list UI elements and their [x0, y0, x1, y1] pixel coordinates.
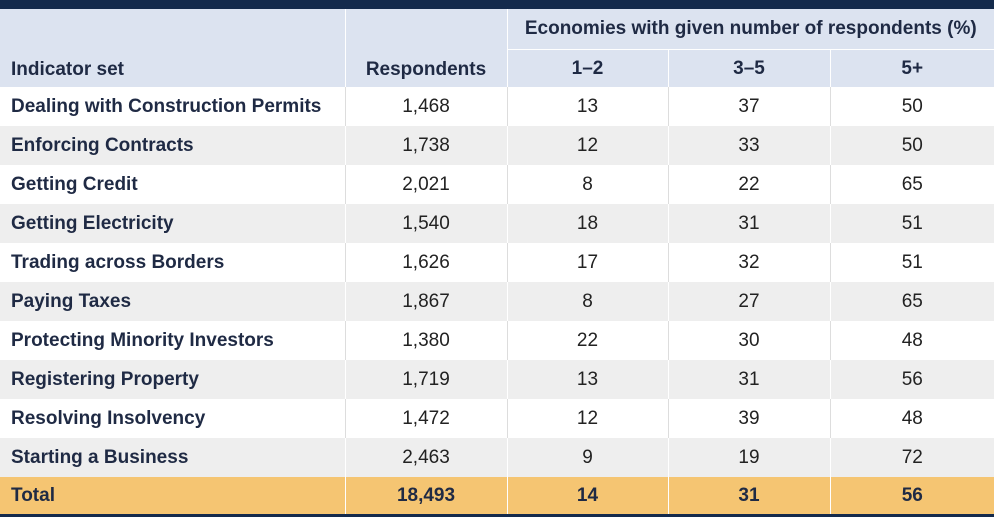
table-header: Indicator set Respondents Economies with… [0, 9, 994, 87]
indicator-cell: Registering Property [0, 360, 345, 399]
pct-1-2-cell: 9 [506, 438, 668, 477]
table-row: Registering Property 1,719 13 31 56 [0, 360, 994, 399]
pct-3-5-cell: 33 [667, 126, 830, 165]
pct-3-5-cell: 19 [667, 438, 830, 477]
pct-1-2-cell: 13 [506, 360, 668, 399]
indicator-cell: Resolving Insolvency [0, 399, 345, 438]
pct-5-plus-cell: 48 [829, 321, 994, 360]
table-row: Starting a Business 2,463 9 19 72 [0, 438, 994, 477]
table-row: Getting Electricity 1,540 18 31 51 [0, 204, 994, 243]
table-row: Enforcing Contracts 1,738 12 33 50 [0, 126, 994, 165]
pct-5-plus-cell: 51 [829, 204, 994, 243]
indicator-cell: Getting Credit [0, 165, 345, 204]
pct-1-2-cell: 17 [506, 243, 668, 282]
top-rule [0, 0, 994, 9]
total-pct-3-5: 31 [667, 477, 830, 515]
table-row: Protecting Minority Investors 1,380 22 3… [0, 321, 994, 360]
pct-1-2-cell: 8 [506, 165, 668, 204]
indicator-cell: Enforcing Contracts [0, 126, 345, 165]
pct-1-2-cell: 12 [506, 399, 668, 438]
total-pct-5-plus: 56 [829, 477, 994, 515]
pct-3-5-cell: 37 [667, 87, 830, 126]
respondents-cell: 1,380 [344, 321, 507, 360]
pct-5-plus-cell: 50 [829, 126, 994, 165]
pct-3-5-cell: 30 [667, 321, 830, 360]
total-row: Total 18,493 14 31 56 [0, 477, 994, 515]
pct-5-plus-cell: 51 [829, 243, 994, 282]
respondents-cell: 2,021 [344, 165, 507, 204]
pct-3-5-cell: 39 [667, 399, 830, 438]
respondents-cell: 1,472 [344, 399, 507, 438]
indicator-cell: Starting a Business [0, 438, 345, 477]
respondents-cell: 1,719 [344, 360, 507, 399]
header-1-2: 1–2 [506, 49, 668, 87]
pct-5-plus-cell: 72 [829, 438, 994, 477]
pct-3-5-cell: 31 [667, 360, 830, 399]
pct-3-5-cell: 22 [667, 165, 830, 204]
respondents-cell: 2,463 [344, 438, 507, 477]
indicator-cell: Paying Taxes [0, 282, 345, 321]
indicator-cell: Dealing with Construction Permits [0, 87, 345, 126]
pct-5-plus-cell: 48 [829, 399, 994, 438]
pct-1-2-cell: 12 [506, 126, 668, 165]
total-label: Total [0, 477, 345, 515]
respondents-cell: 1,626 [344, 243, 507, 282]
table-row: Dealing with Construction Permits 1,468 … [0, 87, 994, 126]
table-row: Resolving Insolvency 1,472 12 39 48 [0, 399, 994, 438]
respondents-table: Indicator set Respondents Economies with… [0, 9, 994, 515]
pct-3-5-cell: 31 [667, 204, 830, 243]
pct-1-2-cell: 22 [506, 321, 668, 360]
table-row: Trading across Borders 1,626 17 32 51 [0, 243, 994, 282]
table-row: Paying Taxes 1,867 8 27 65 [0, 282, 994, 321]
pct-5-plus-cell: 56 [829, 360, 994, 399]
pct-3-5-cell: 27 [667, 282, 830, 321]
total-pct-1-2: 14 [506, 477, 668, 515]
header-respondents: Respondents [344, 9, 507, 87]
indicator-cell: Getting Electricity [0, 204, 345, 243]
pct-5-plus-cell: 50 [829, 87, 994, 126]
respondents-cell: 1,738 [344, 126, 507, 165]
pct-5-plus-cell: 65 [829, 282, 994, 321]
bottom-rule [0, 514, 994, 517]
indicator-cell: Protecting Minority Investors [0, 321, 345, 360]
header-5-plus: 5+ [829, 49, 994, 87]
header-group-economies: Economies with given number of responden… [506, 9, 994, 50]
pct-3-5-cell: 32 [667, 243, 830, 282]
total-respondents: 18,493 [344, 477, 507, 515]
pct-1-2-cell: 13 [506, 87, 668, 126]
indicator-cell: Trading across Borders [0, 243, 345, 282]
pct-1-2-cell: 18 [506, 204, 668, 243]
pct-5-plus-cell: 65 [829, 165, 994, 204]
header-3-5: 3–5 [667, 49, 830, 87]
respondents-cell: 1,540 [344, 204, 507, 243]
table-body: Dealing with Construction Permits 1,468 … [0, 87, 994, 515]
header-indicator-set: Indicator set [0, 9, 345, 87]
respondents-cell: 1,867 [344, 282, 507, 321]
table-row: Getting Credit 2,021 8 22 65 [0, 165, 994, 204]
pct-1-2-cell: 8 [506, 282, 668, 321]
respondents-cell: 1,468 [344, 87, 507, 126]
